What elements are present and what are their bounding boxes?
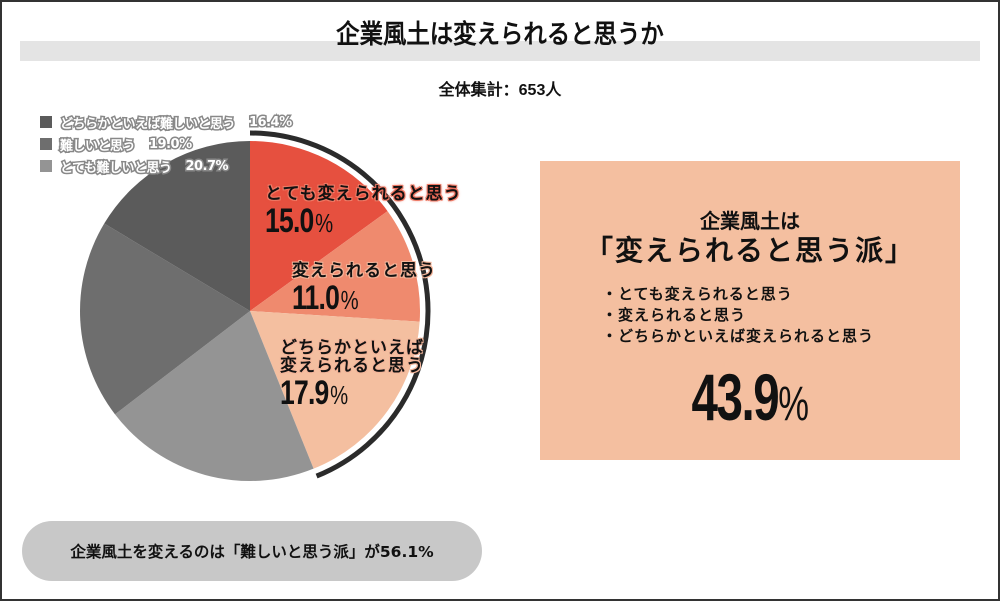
title-underline-bar xyxy=(20,41,980,61)
slice-label-value: 15.0% xyxy=(265,201,333,240)
footer-summary-pill: 企業風土を変えるのは「難しいと思う派」が56.1% xyxy=(22,521,482,581)
legend-value: 20.7% xyxy=(184,157,230,175)
legend-value: 16.4% xyxy=(248,113,294,131)
panel-total: 43.9% xyxy=(540,359,960,435)
panel-list: ・とても変えられると思う ・変えられると思う ・どちらかといえば変えられると思う xyxy=(602,283,874,346)
legend-label: 難しいと思う xyxy=(58,137,137,155)
pie-slice xyxy=(115,311,314,481)
chart-subtitle: 全体集計：653人 xyxy=(438,82,562,99)
pie-slice xyxy=(104,141,251,311)
slice-label-name: とても変えられると思う xyxy=(265,184,462,204)
legend: どちらかといえば難しいと思う 16.4% 難しいと思う 19.0% とても難しい… xyxy=(40,111,294,177)
panel-list-item: ・変えられると思う xyxy=(602,306,747,324)
legend-swatch xyxy=(40,160,52,172)
slice-label-value: 17.9% xyxy=(280,373,348,412)
pie-slice xyxy=(250,211,421,322)
slice-label-somewhat-changeable: どちらかといえば 変えられると思う 17.9% xyxy=(280,338,424,412)
panel-group-name: 「変えられると思う派」 xyxy=(584,234,915,267)
slice-label-name-line1: どちらかといえば xyxy=(280,338,424,358)
group-bracket-arc xyxy=(249,130,431,479)
panel-total-unit: % xyxy=(778,378,810,431)
legend-label: どちらかといえば難しいと思う xyxy=(58,115,237,133)
slice-label-value: 11.0% xyxy=(292,278,359,317)
chart-title: 企業風土は変えられると思うか xyxy=(336,19,664,49)
slice-label-name-line2: 変えられると思う xyxy=(280,355,424,376)
legend-label: とても難しいと思う xyxy=(58,159,173,177)
slice-label-very-changeable: とても変えられると思う 15.0% xyxy=(265,184,462,240)
panel-heading: 企業風土は xyxy=(700,209,800,233)
legend-swatch xyxy=(40,138,52,150)
legend-swatch xyxy=(40,116,52,128)
legend-item: どちらかといえば難しいと思う 16.4% xyxy=(40,111,294,133)
pie-slice xyxy=(250,311,420,469)
legend-item: 難しいと思う 19.0% xyxy=(40,133,292,155)
legend-value: 19.0% xyxy=(148,135,194,153)
summary-panel: 企業風土は 「変えられると思う派」 ・とても変えられると思う ・変えられると思う… xyxy=(540,161,960,460)
slice-label-changeable: 変えられると思う 11.0% xyxy=(292,261,436,317)
slice-label-name: 変えられると思う xyxy=(292,261,436,281)
panel-total-value: 43.9 xyxy=(691,360,780,434)
panel-list-item: ・どちらかといえば変えられると思う xyxy=(602,327,875,345)
legend-item: とても難しいと思う 20.7% xyxy=(40,155,292,177)
pie-slice xyxy=(79,223,250,415)
panel-list-item: ・とても変えられると思う xyxy=(602,285,793,303)
pie-slice xyxy=(250,141,388,311)
